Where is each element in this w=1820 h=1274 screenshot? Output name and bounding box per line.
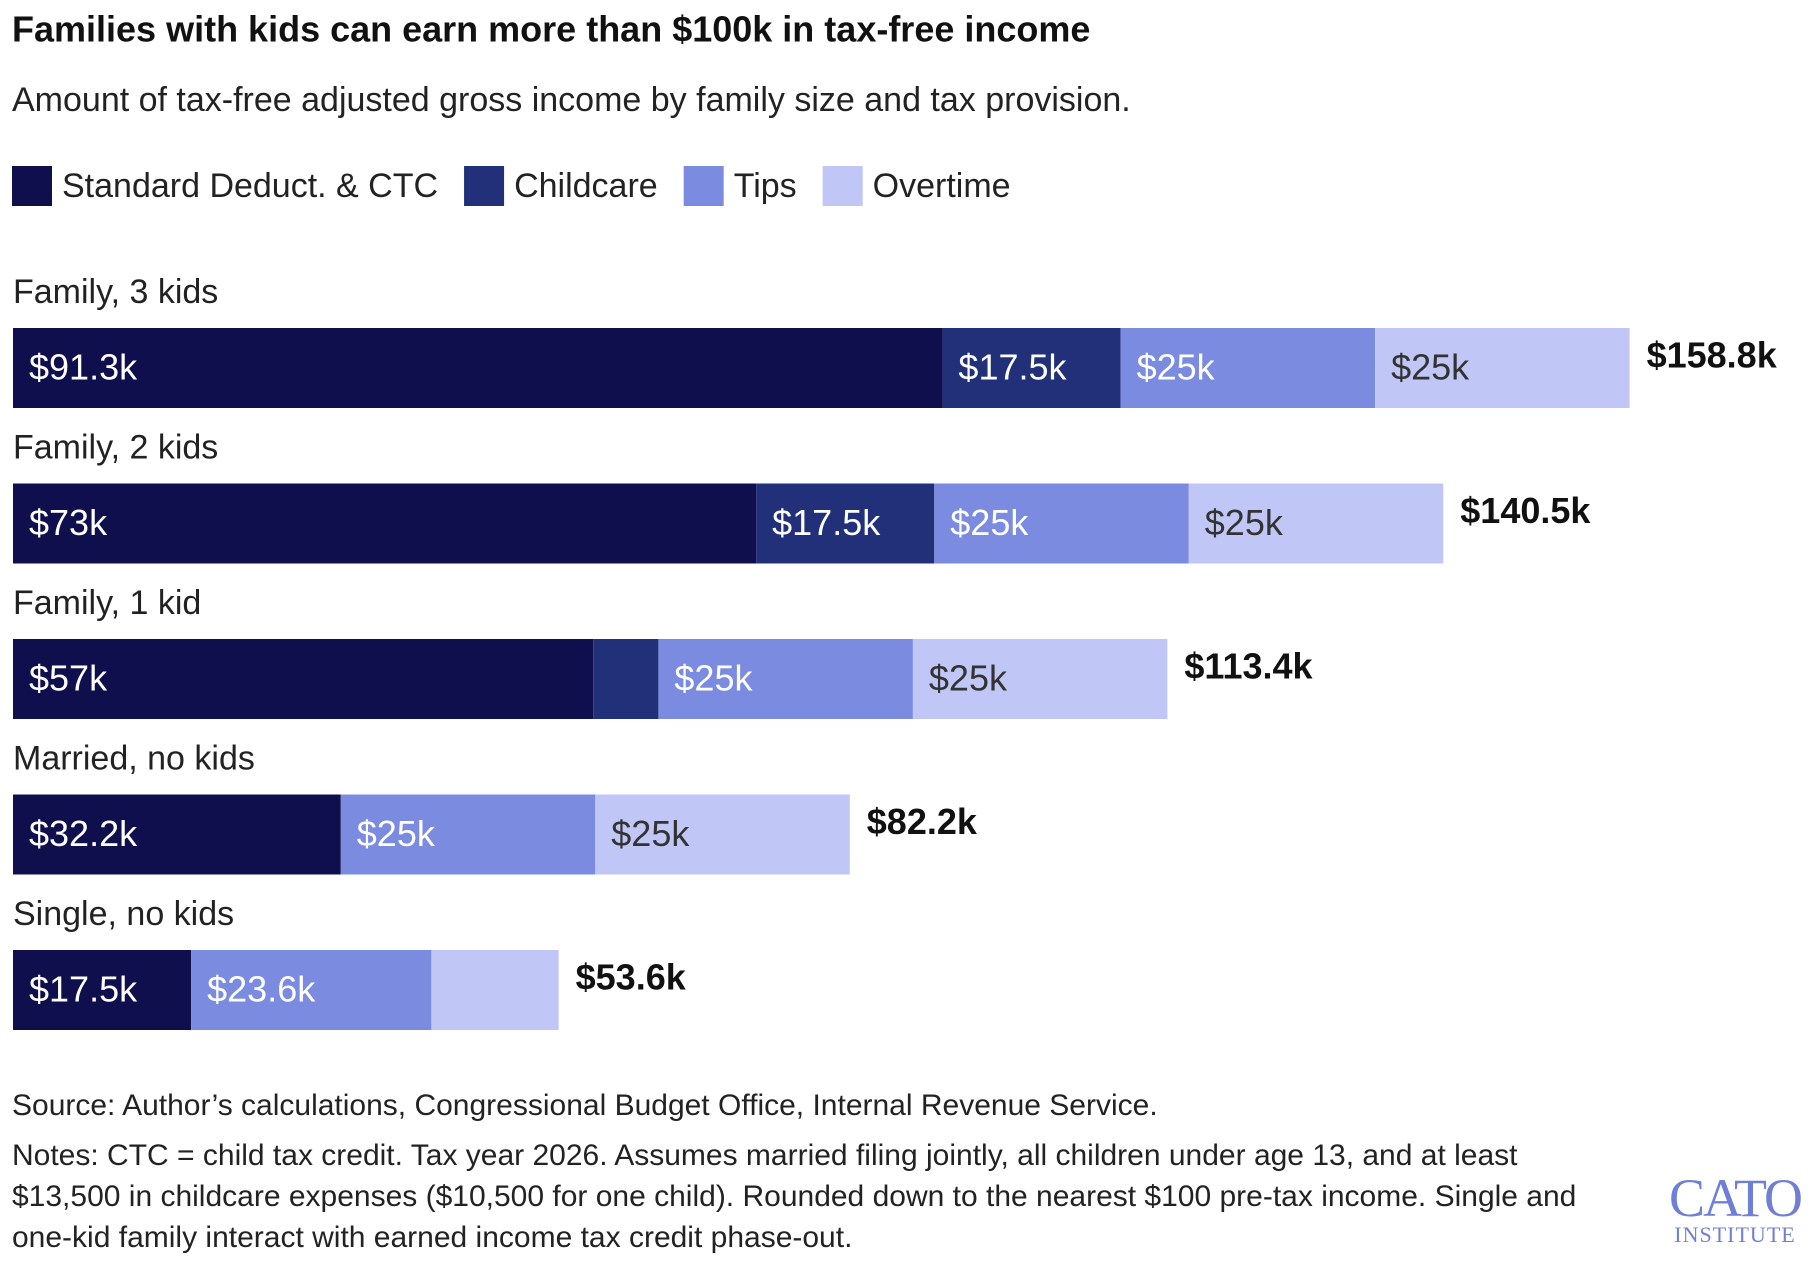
value-label: $17.5k <box>958 347 1067 388</box>
value-label: $25k <box>1391 347 1470 388</box>
total-label: $82.2k <box>867 801 978 842</box>
value-label: $23.6k <box>207 969 316 1010</box>
bar-segment <box>13 483 757 564</box>
chart-title: Families with kids can earn more than $1… <box>12 9 1090 50</box>
bar-segment <box>191 950 432 1030</box>
category-label: Family, 2 kids <box>13 428 218 466</box>
value-label: $17.5k <box>772 502 881 543</box>
value-label: $91.3k <box>29 347 138 388</box>
notes: Notes: CTC = child tax credit. Tax year … <box>12 1139 1577 1254</box>
logo: CATO INSTITUTE <box>1655 1168 1815 1247</box>
bar-segment <box>340 794 596 875</box>
legend-swatch <box>464 166 505 206</box>
value-label: $25k <box>950 502 1029 543</box>
total-label: $140.5k <box>1460 490 1591 531</box>
legend-swatch <box>822 166 863 206</box>
value-label: $25k <box>1137 347 1216 388</box>
bar-segment <box>1375 328 1630 408</box>
total-label: $158.8k <box>1647 335 1778 376</box>
source: Source: Author’s calculations, Congressi… <box>12 1089 1158 1122</box>
bar-segment <box>13 639 594 719</box>
logo-subtitle: INSTITUTE <box>1674 1222 1796 1247</box>
value-label: $73k <box>29 502 108 543</box>
total-label: $53.6k <box>576 957 687 998</box>
bar-segment <box>595 794 850 875</box>
bar-segment <box>912 639 1168 719</box>
bar-segment <box>431 950 559 1030</box>
value-label: $32.2k <box>29 813 138 854</box>
value-label: $25k <box>611 813 690 854</box>
value-label: $25k <box>357 813 436 854</box>
legend-label: Overtime <box>873 167 1011 205</box>
category-label: Married, no kids <box>13 739 255 777</box>
logo-name: CATO <box>1668 1168 1803 1228</box>
value-label: $25k <box>1205 502 1284 543</box>
value-label: $25k <box>674 658 753 699</box>
category-label: Family, 3 kids <box>13 273 218 311</box>
category-label: Family, 1 kid <box>13 584 201 622</box>
category-label: Single, no kids <box>13 895 234 933</box>
bar-segment <box>942 328 1121 408</box>
bar-segment <box>1188 483 1444 564</box>
legend-swatch <box>12 166 52 206</box>
bar-segment <box>13 328 943 408</box>
value-label: $25k <box>929 658 1008 699</box>
bar-segment <box>13 794 341 875</box>
legend-label: Tips <box>734 167 797 205</box>
bar-segment <box>593 639 659 719</box>
bar-segment <box>756 483 935 564</box>
total-label: $113.4k <box>1184 646 1313 687</box>
legend-swatch <box>683 166 724 206</box>
legend-label: Childcare <box>514 167 658 205</box>
bar-segment <box>1120 328 1376 408</box>
bar-segment <box>13 950 192 1030</box>
bar-segment <box>934 483 1189 564</box>
chart-subtitle: Amount of tax-free adjusted gross income… <box>12 81 1131 119</box>
legend-label: Standard Deduct. & CTC <box>62 167 438 205</box>
bar-segment <box>658 639 913 719</box>
value-label: $57k <box>29 658 108 699</box>
value-label: $17.5k <box>29 969 138 1010</box>
